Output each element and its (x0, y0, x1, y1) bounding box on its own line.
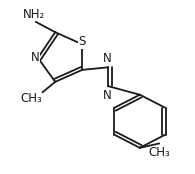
Text: CH₃: CH₃ (148, 146, 170, 159)
Text: N: N (31, 51, 39, 64)
Text: NH₂: NH₂ (23, 8, 45, 21)
Text: N: N (103, 89, 112, 102)
Text: S: S (78, 35, 86, 48)
Text: CH₃: CH₃ (20, 93, 42, 105)
Text: N: N (103, 52, 112, 65)
